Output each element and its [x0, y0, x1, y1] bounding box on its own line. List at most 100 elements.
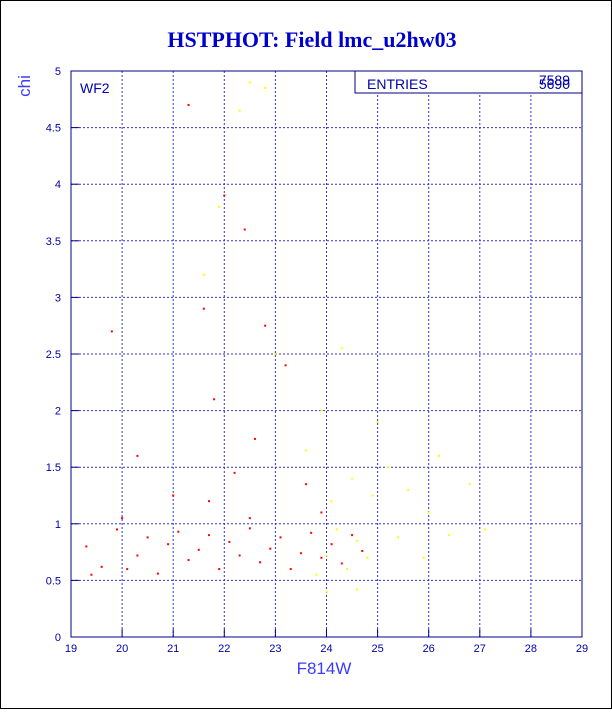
- data-point: [330, 500, 333, 503]
- x-tick-label: 29: [576, 643, 588, 655]
- data-point: [213, 398, 216, 401]
- x-axis-ticks: 19 20 21 22 23 24 25 26 27 28 29: [65, 629, 588, 655]
- data-point: [259, 561, 262, 564]
- data-point: [248, 81, 251, 84]
- data-point: [330, 543, 333, 546]
- y-tick-label: 1: [55, 519, 61, 531]
- stats-box: ENTRIES 7589 5690: [354, 70, 583, 94]
- x-tick-label: 27: [474, 643, 486, 655]
- data-point: [284, 364, 287, 367]
- data-point: [299, 552, 302, 555]
- x-tick-label: 20: [116, 643, 128, 655]
- data-point: [274, 353, 277, 355]
- data-point: [279, 536, 282, 539]
- data-point: [269, 547, 272, 550]
- data-point: [197, 548, 200, 551]
- y-axis-label: chi: [15, 75, 34, 97]
- data-point: [437, 454, 440, 457]
- data-point: [386, 466, 389, 469]
- data-point: [320, 409, 323, 412]
- stats-box-value-2: 5690: [539, 76, 570, 92]
- data-point: [207, 500, 210, 503]
- data-point: [136, 554, 139, 557]
- x-tick-label: 22: [218, 643, 230, 655]
- data-point: [187, 103, 190, 106]
- data-point: [218, 205, 221, 208]
- data-point: [310, 531, 313, 534]
- data-point: [126, 568, 129, 571]
- data-point: [146, 536, 149, 539]
- data-point: [340, 347, 343, 350]
- data-point: [422, 556, 425, 559]
- data-point: [320, 511, 323, 514]
- stats-box-frame: [354, 70, 583, 94]
- y-tick-label: 1.5: [46, 462, 61, 474]
- data-point: [345, 568, 348, 571]
- y-tick-label: 2: [55, 406, 61, 418]
- x-tick-label: 28: [525, 643, 537, 655]
- chart-title: HSTPHOT: Field lmc_u2hw03: [167, 27, 456, 52]
- y-tick-label: 3: [55, 292, 61, 304]
- y-tick-label: 4.5: [46, 123, 61, 135]
- x-tick-label: 26: [423, 643, 435, 655]
- data-point: [207, 534, 210, 537]
- data-point: [90, 573, 93, 576]
- data-point: [264, 324, 267, 327]
- data-point: [202, 273, 205, 276]
- data-point: [110, 330, 113, 333]
- data-point: [407, 488, 410, 491]
- data-point: [335, 528, 338, 531]
- data-point: [448, 534, 451, 537]
- data-point: [253, 437, 256, 440]
- y-tick-label: 0: [55, 632, 61, 644]
- data-point: [233, 471, 236, 474]
- data-point: [397, 536, 400, 539]
- data-point: [361, 549, 364, 552]
- data-point: [121, 517, 124, 520]
- data-point: [238, 109, 241, 112]
- data-point: [351, 534, 354, 537]
- data-point: [376, 420, 379, 423]
- stats-box-label: ENTRIES: [367, 76, 428, 92]
- data-point: [156, 572, 159, 575]
- data-point: [371, 494, 374, 497]
- y-tick-label: 3.5: [46, 236, 61, 248]
- data-point: [356, 539, 359, 542]
- data-point: [218, 568, 221, 571]
- data-point: [238, 554, 241, 557]
- data-point: [320, 556, 323, 559]
- data-point: [248, 527, 251, 530]
- y-tick-label: 0.5: [46, 575, 61, 587]
- data-point: [115, 528, 118, 531]
- data-point: [305, 449, 308, 452]
- data-point: [315, 573, 318, 576]
- data-point: [325, 590, 328, 593]
- data-point: [427, 511, 430, 514]
- y-tick-label: 5: [55, 66, 61, 78]
- data-point: [85, 545, 88, 548]
- data-point: [483, 528, 486, 531]
- data-point: [351, 477, 354, 480]
- data-point: [289, 568, 292, 571]
- data-point: [202, 307, 205, 310]
- x-tick-label: 24: [320, 643, 332, 655]
- data-point: [340, 562, 343, 565]
- y-axis-ticks: 0 0.5 1 1.5 2 2.5 3 3.5 4 4.5 5: [46, 66, 79, 644]
- x-tick-label: 19: [65, 643, 77, 655]
- data-point: [187, 559, 190, 562]
- data-point: [366, 556, 369, 559]
- data-point: [325, 554, 328, 557]
- data-point: [264, 86, 267, 89]
- data-points: [85, 81, 486, 593]
- y-tick-label: 2.5: [46, 349, 61, 361]
- data-point: [177, 530, 180, 533]
- data-point: [223, 194, 226, 197]
- data-point: [305, 483, 308, 486]
- data-point: [167, 543, 170, 546]
- data-point: [100, 565, 103, 568]
- x-axis-label: F814W: [297, 659, 352, 678]
- y-tick-label: 4: [55, 179, 61, 191]
